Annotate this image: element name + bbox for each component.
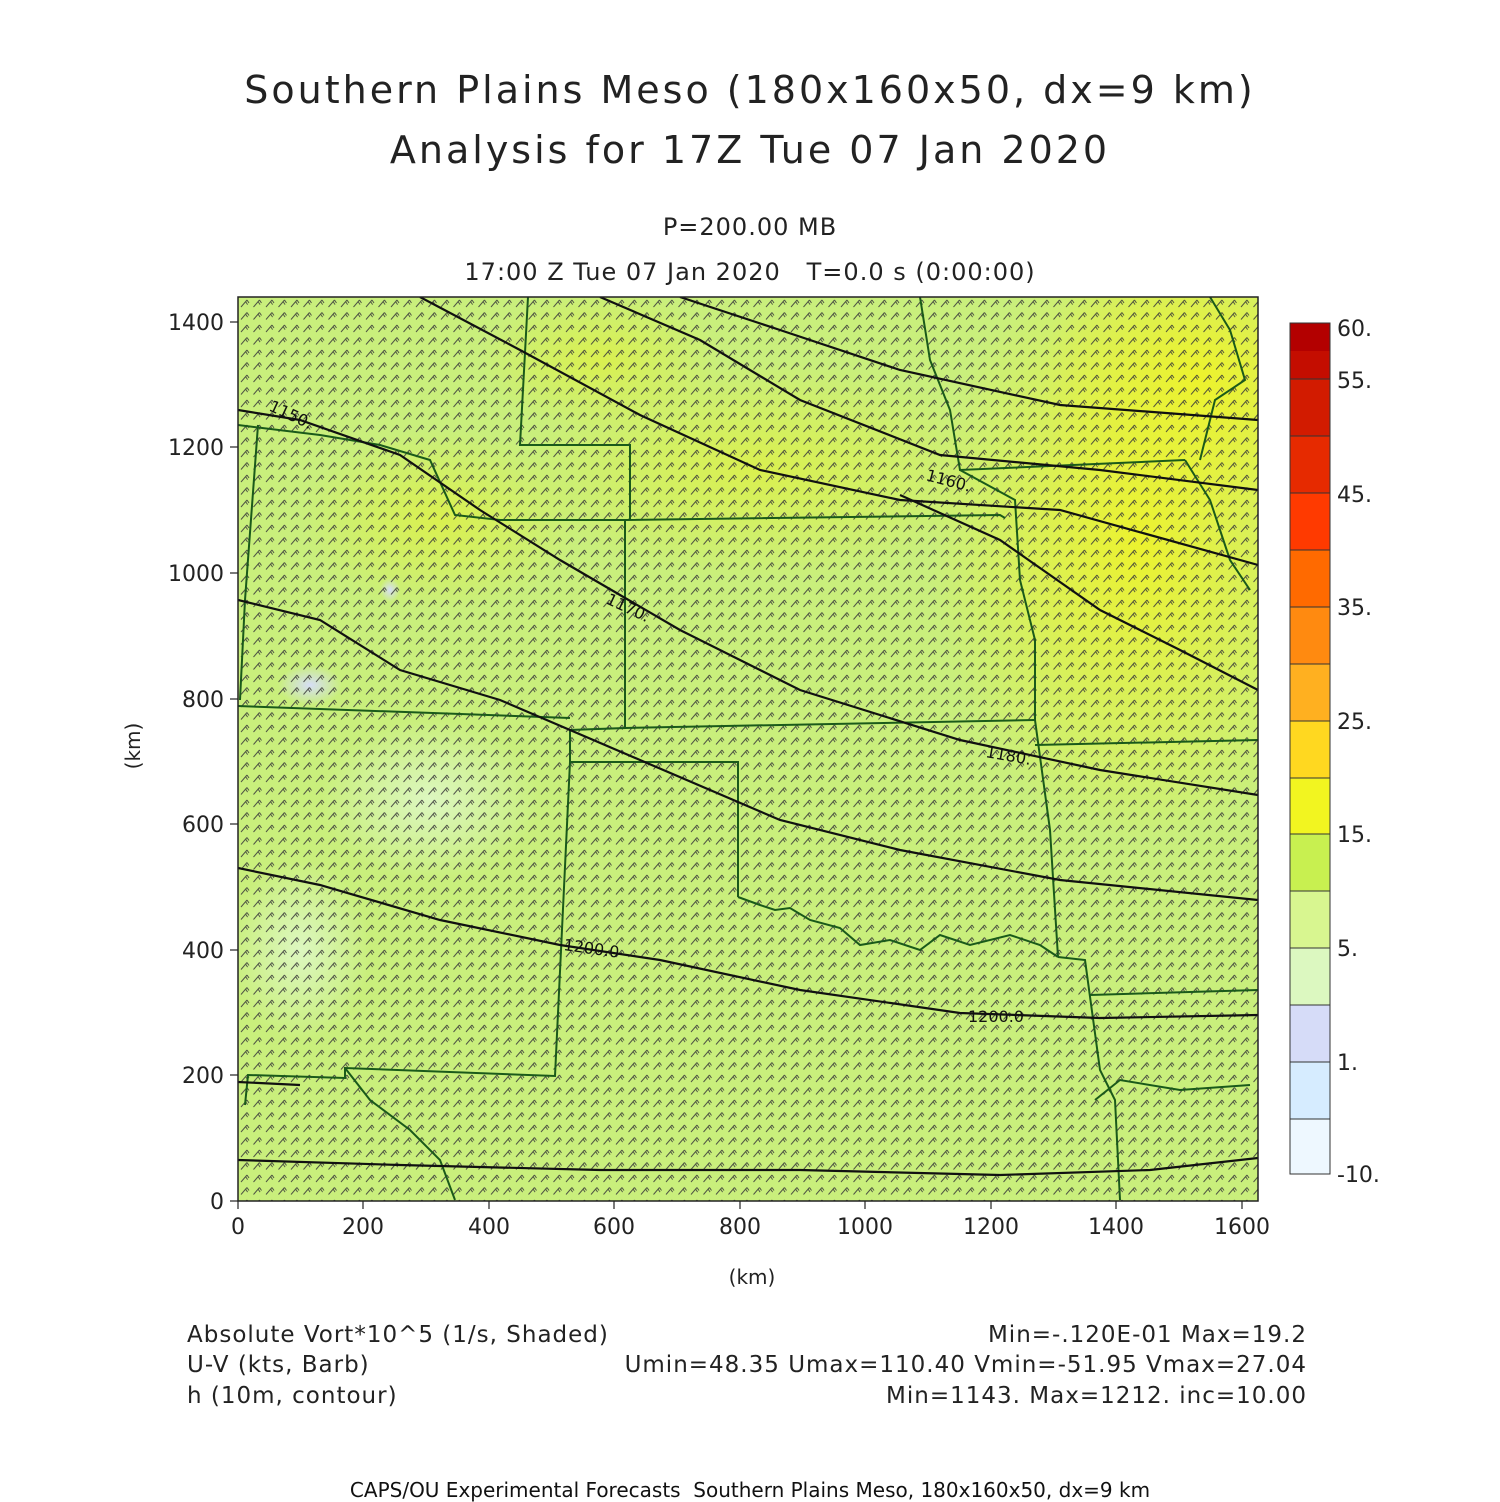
legend-vorticity-label: Absolute Vort*10^5 (1/s, Shaded)	[187, 1322, 609, 1348]
colorbar-label: 25.	[1337, 710, 1372, 735]
plot-frame	[237, 296, 1259, 1202]
legend-wind-label: U-V (kts, Barb)	[187, 1352, 370, 1378]
colorbar-label: 15.	[1337, 823, 1372, 848]
colorbar-label: 45.	[1337, 483, 1372, 508]
legend-height-range: Min=1143. Max=1212. inc=10.00	[886, 1383, 1307, 1409]
y-tick-label: 1000	[168, 562, 224, 587]
x-tick-label: 1400	[1088, 1215, 1144, 1240]
y-tick-label: 1200	[168, 436, 224, 461]
contour-label: 1200.0	[968, 1007, 1024, 1026]
legend-wind-range: Umin=48.35 Umax=110.40 Vmin=-51.95 Vmax=…	[624, 1352, 1307, 1378]
title-line-1: Southern Plains Meso (180x160x50, dx=9 k…	[244, 68, 1256, 112]
state-borders	[238, 297, 1258, 1201]
x-axis-labels: 0 200 400 600 800 1000 1200 1400 1600 (k…	[231, 1215, 1270, 1289]
colorbar-label: 55.	[1337, 369, 1372, 394]
valid-time: 17:00 Z Tue 07 Jan 2020 T=0.0 s (0:00:00…	[464, 258, 1036, 286]
title-line-2: Analysis for 17Z Tue 07 Jan 2020	[389, 128, 1111, 172]
colorbar-label: 60.	[1337, 317, 1372, 342]
x-tick-label: 1000	[837, 1215, 893, 1240]
y-tick-label: 600	[182, 813, 224, 838]
x-tick-label: 600	[593, 1215, 635, 1240]
footer-credit: CAPS/OU Experimental Forecasts Southern …	[349, 1478, 1151, 1502]
height-contours	[238, 297, 1258, 1177]
colorbar-label: 5.	[1337, 937, 1358, 962]
colorbar-label: -10.	[1337, 1163, 1380, 1188]
y-axis-ticks	[230, 321, 238, 1202]
colorbar: 60. 55. 45. 35. 25. 15. 5. 1. -10.	[1289, 317, 1380, 1188]
y-tick-label: 1400	[168, 311, 224, 336]
x-tick-label: 1200	[963, 1215, 1019, 1240]
x-tick-label: 800	[719, 1215, 761, 1240]
y-tick-label: 800	[182, 688, 224, 713]
y-axis-labels: 0 200 400 600 800 1000 1200 1400	[168, 311, 224, 1215]
colorbar-label: 1.	[1337, 1051, 1358, 1076]
y-axis-title: (km)	[121, 723, 145, 770]
map-plot: 1150. 1160. 1170. 1180. 1200.0 1200.0 0 …	[121, 296, 1380, 1289]
x-tick-label: 400	[468, 1215, 510, 1240]
legend-vorticity-range: Min=-.120E-01 Max=19.2	[987, 1322, 1307, 1348]
colorbar-label: 35.	[1337, 596, 1372, 621]
y-tick-label: 200	[182, 1064, 224, 1089]
x-axis-title: (km)	[729, 1265, 776, 1289]
pressure-level: P=200.00 MB	[662, 213, 838, 241]
x-tick-label: 0	[231, 1215, 245, 1240]
x-tick-label: 200	[342, 1215, 384, 1240]
y-tick-label: 400	[182, 939, 224, 964]
x-tick-label: 1600	[1214, 1215, 1270, 1240]
wind-barbs	[238, 297, 1258, 1201]
y-tick-label: 0	[210, 1190, 224, 1215]
legend-height-label: h (10m, contour)	[187, 1383, 398, 1409]
x-axis-ticks	[237, 1201, 1243, 1209]
